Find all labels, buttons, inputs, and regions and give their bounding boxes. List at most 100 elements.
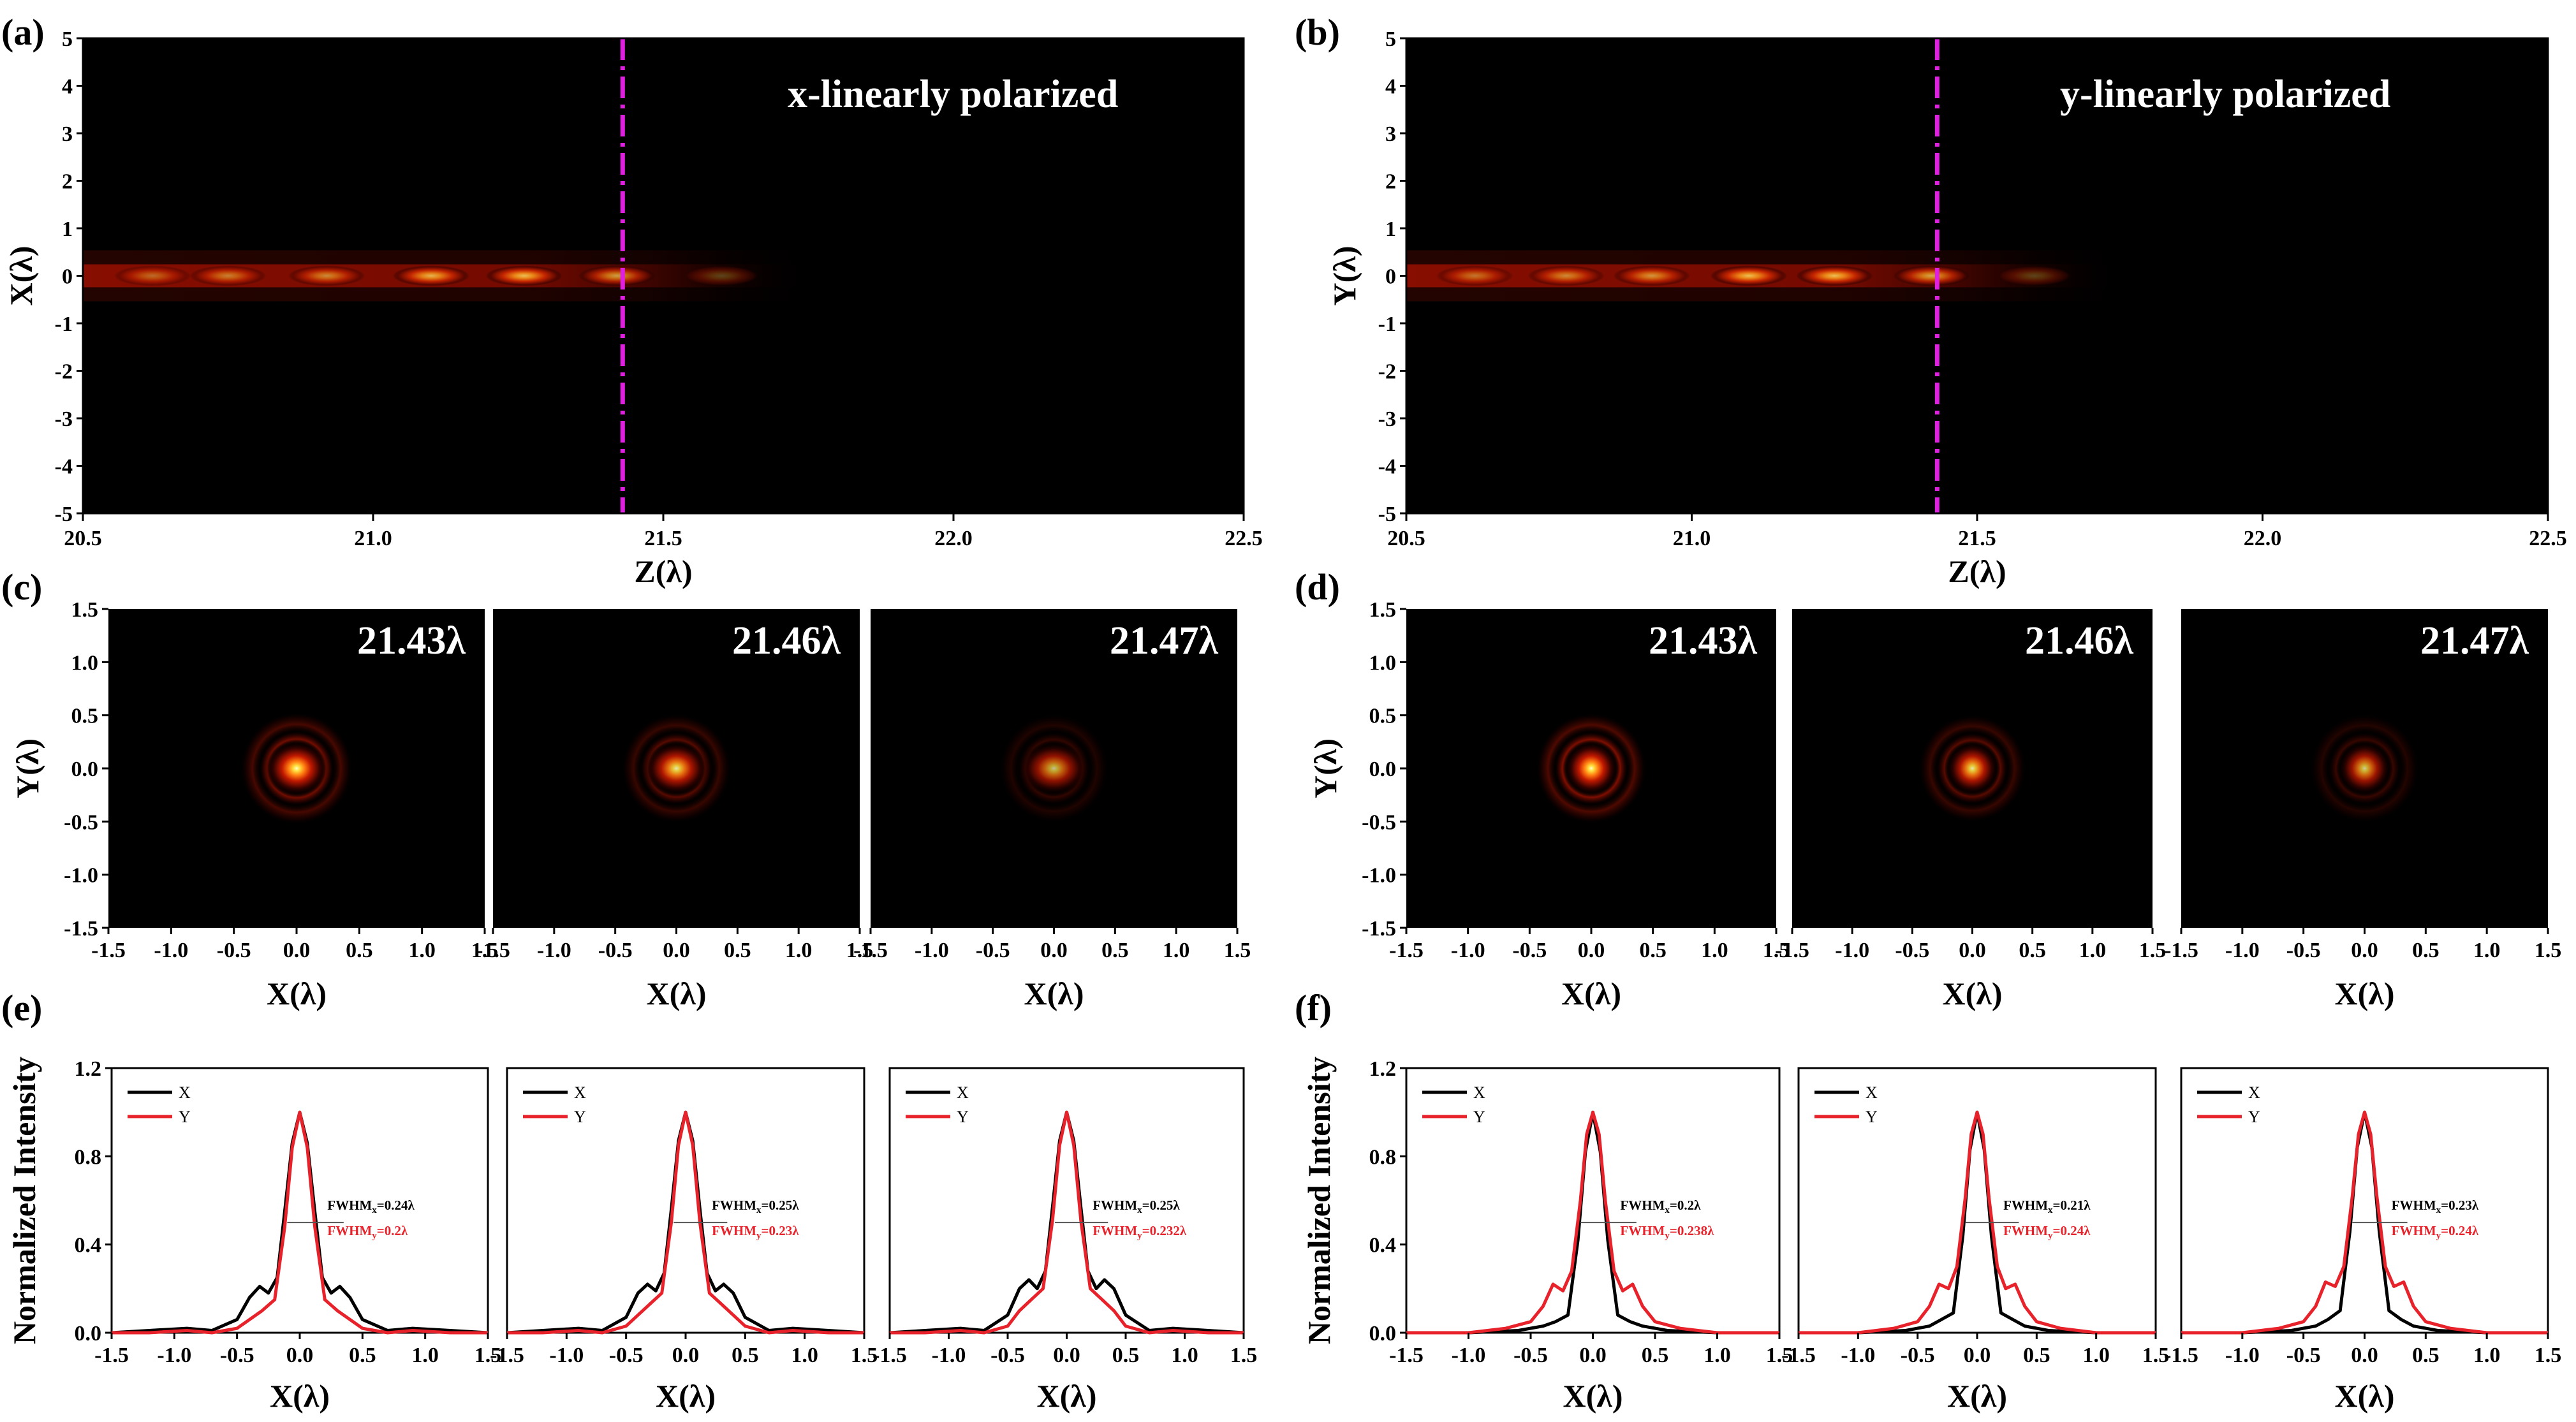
- x-tick-label: 21.5: [644, 527, 682, 550]
- y-tick-label: 0: [62, 265, 73, 289]
- x-tick-label: -1.0: [157, 1344, 191, 1367]
- x-tick-label: 0.5: [2023, 1344, 2050, 1367]
- fwhm-x-label: FWHMx=0.2λ: [1620, 1198, 1701, 1215]
- x-tick-label: 1.5: [471, 939, 499, 962]
- panel-label-f: (f): [1295, 987, 1332, 1029]
- legend-label-x: X: [2248, 1083, 2260, 1102]
- y-tick-label: -4: [1378, 455, 1396, 479]
- panel-d: 21.43λ -1.5 -1.0 -0.5 0.0 0.5 1.0 1.5 X(λ) 1.5 1.0…: [1295, 566, 2561, 1011]
- x-axis-label: X(λ): [2335, 1378, 2395, 1414]
- x-axis-label: X(λ): [1561, 976, 1621, 1011]
- hotspot-6: [683, 265, 760, 286]
- y-tick-label: 0.8: [1369, 1145, 1397, 1169]
- fwhm-x-label: FWHMx=0.23λ: [2392, 1198, 2479, 1215]
- x-tick-label: 1.0: [2082, 1344, 2110, 1367]
- hotspot-4: [1796, 265, 1873, 286]
- x-tick-label: 0.5: [2412, 1344, 2440, 1367]
- y-tick-label: 0.4: [75, 1234, 102, 1257]
- x-tick-label: 0.0: [672, 1344, 700, 1367]
- plot-frame: [888, 1067, 1245, 1334]
- x-tick-label: 1.5: [2142, 1344, 2170, 1367]
- y-tick-label: -2: [55, 360, 73, 384]
- x-tick-label: 0.0: [283, 939, 311, 962]
- focal-spot-plot-3: 21.47λ -1.5 -1.0 -0.5 0.0 0.5 1.0 1.5 X(λ): [853, 609, 1251, 1011]
- x-tick-label: 0.0: [1040, 939, 1068, 962]
- x-tick-label: 1.0: [2079, 939, 2107, 962]
- x-tick-label: 1.5: [1230, 1344, 1258, 1367]
- x-tick-label: 0.5: [1112, 1344, 1140, 1367]
- focal-spot: [1564, 741, 1619, 796]
- x-tick-label: -0.5: [220, 1344, 254, 1367]
- legend-label-y: Y: [957, 1108, 969, 1126]
- x-tick-label: -1.5: [490, 1344, 524, 1367]
- focal-spot: [2337, 741, 2392, 796]
- plot-frame: [2180, 1067, 2549, 1334]
- y-tick-label: -1.0: [64, 864, 98, 888]
- y-axis-label: Y(λ): [1327, 246, 1362, 306]
- legend-label-y: Y: [1473, 1108, 1485, 1126]
- x-tick-label: -1.5: [476, 939, 510, 962]
- legend-label-y: Y: [574, 1108, 586, 1126]
- hotspot-2: [288, 265, 365, 286]
- plot-frame: [506, 1067, 865, 1334]
- x-tick-label: 0.5: [724, 939, 751, 962]
- x-tick-label: 0.0: [2351, 1344, 2378, 1367]
- x-tick-label: -1.0: [1452, 1344, 1486, 1367]
- x-tick-label: 1.5: [1763, 939, 1790, 962]
- fwhm-y-label: FWHMy=0.232λ: [1093, 1223, 1187, 1241]
- x-tick-label: -0.5: [2286, 1344, 2321, 1367]
- x-tick-label: 0.5: [346, 939, 373, 962]
- y-tick-label: 1.5: [71, 598, 99, 622]
- x-tick-label: -0.5: [1901, 1344, 1935, 1367]
- plot-frame: [1797, 1067, 2157, 1334]
- y-axis-label: Normalized Intensity: [1301, 1057, 1337, 1344]
- x-tick-label: 22.5: [2529, 527, 2567, 550]
- panel-label-b: (b): [1295, 11, 1340, 53]
- x-tick-label: -0.5: [598, 939, 633, 962]
- legend-label-y: Y: [2248, 1108, 2260, 1126]
- x-tick-label: -1.0: [2225, 939, 2260, 962]
- x-tick-label: -1.0: [2225, 1344, 2260, 1367]
- x-tick-label: -1.5: [2164, 939, 2198, 962]
- z-position-label: 21.43λ: [357, 619, 466, 663]
- series-line-y: [890, 1110, 1244, 1335]
- panel-a: 5 4 3 2 1 0 -1 -2 -3 -4 -520.5 21.0 21.5 22.0 22.5 Z(λ)…: [1, 11, 1263, 589]
- y-tick-label: -1.5: [64, 917, 98, 941]
- y-tick-label: 4: [1385, 75, 1396, 99]
- y-tick-label: 1.0: [1369, 651, 1397, 675]
- series-line-y: [112, 1110, 488, 1335]
- focal-spot: [1019, 741, 1089, 796]
- y-tick-label: -1: [55, 312, 73, 336]
- legend-label-x: X: [1473, 1083, 1485, 1102]
- panel-label-e: (e): [1, 987, 42, 1029]
- x-tick-label: -0.5: [990, 1344, 1025, 1367]
- y-tick-label: 4: [62, 75, 73, 99]
- x-tick-label: -1.5: [853, 939, 888, 962]
- annotation-b: y-linearly polarized: [2060, 73, 2390, 116]
- x-tick-label: 1.5: [1766, 1344, 1793, 1367]
- y-tick-label: -1.5: [1362, 917, 1396, 941]
- y-tick-label: -2: [1378, 360, 1396, 384]
- y-tick-label: 5: [62, 27, 73, 51]
- y-tick-label: 1: [62, 217, 73, 241]
- panel-label-c: (c): [1, 566, 42, 608]
- y-tick-label: 3: [1385, 122, 1396, 146]
- y-tick-label: 0.0: [1369, 758, 1397, 781]
- y-tick-label: -1.0: [1362, 864, 1396, 888]
- x-tick-label: -1.5: [872, 1344, 907, 1367]
- fwhm-x-label: FWHMx=0.25λ: [712, 1198, 799, 1215]
- hotspot-0: [1436, 265, 1513, 286]
- x-tick-label: -1.0: [154, 939, 188, 962]
- x-tick-label: -0.5: [217, 939, 251, 962]
- annotation-a: x-linearly polarized: [788, 73, 1118, 116]
- x-tick-label: 0.0: [1578, 939, 1605, 962]
- x-tick-label: 20.5: [1387, 527, 1425, 550]
- panel-label-d: (d): [1295, 566, 1340, 608]
- profile-plot-2: FWHMx=0.21λ FWHMy=0.24λ XY -1.5 -1.0 -0.5 0.0 0…: [1781, 1067, 2170, 1414]
- y-tick-label: 0.0: [71, 758, 99, 781]
- hotspot-4: [485, 265, 563, 286]
- y-tick-label: 0.0: [1369, 1322, 1397, 1345]
- panel-label-a: (a): [1, 11, 45, 53]
